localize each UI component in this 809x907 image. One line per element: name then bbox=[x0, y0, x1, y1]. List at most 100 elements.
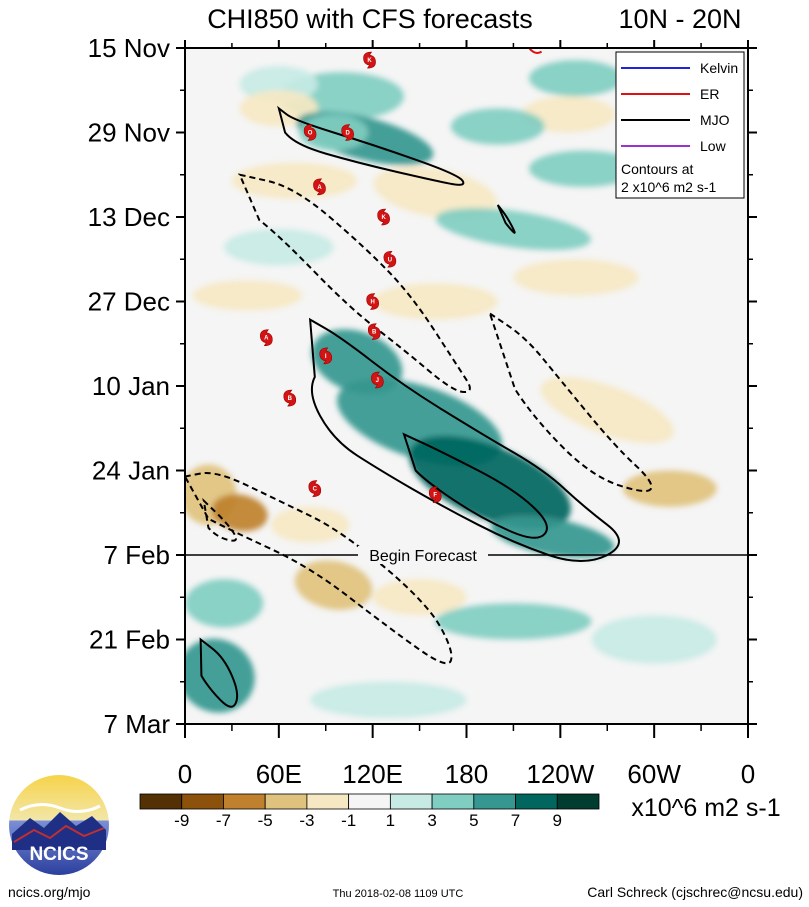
storm-core bbox=[369, 327, 379, 337]
anomaly-blob-14 bbox=[372, 283, 498, 320]
y-tick-label: 24 Jan bbox=[92, 456, 170, 486]
footer-site: ncics.org/mjo bbox=[8, 884, 91, 900]
storm-label: A bbox=[264, 336, 269, 342]
x-tick-label: 120W bbox=[526, 759, 594, 789]
colorbar-swatch-3 bbox=[264, 793, 308, 810]
colorbar-label: -9 bbox=[174, 811, 189, 830]
legend-label-kelvin: Kelvin bbox=[700, 60, 738, 76]
legend-label-mjo: MJO bbox=[700, 112, 730, 128]
storm-label: D bbox=[345, 131, 350, 137]
mjo-contour-dashed-6 bbox=[488, 311, 653, 493]
storm-marker-1: O bbox=[303, 124, 317, 141]
anomaly-blob-25 bbox=[294, 560, 373, 610]
y-tick-label: 15 Nov bbox=[88, 33, 170, 63]
colorbar: -9 -7 -5 -3 -1 1 3 5 7 9 bbox=[139, 793, 600, 830]
colorbar-label: -3 bbox=[299, 811, 314, 830]
legend-items: Kelvin ER MJO Low bbox=[621, 60, 738, 154]
anomaly-blob-30 bbox=[591, 615, 717, 664]
anomaly-blob-11 bbox=[224, 229, 334, 266]
storm-marker-4: K bbox=[377, 208, 390, 226]
y-tick-label: 7 Mar bbox=[104, 709, 171, 739]
y-tick-label: 29 Nov bbox=[88, 118, 170, 148]
begin-forecast-label: Begin Forecast bbox=[369, 548, 477, 565]
storm-core bbox=[261, 333, 271, 343]
colorbar-label: -5 bbox=[258, 811, 273, 830]
colorbar-label: 1 bbox=[386, 811, 395, 830]
anomaly-blob-15 bbox=[513, 259, 639, 296]
x-tick-label: 60E bbox=[256, 759, 302, 789]
colorbar-swatch-4 bbox=[306, 793, 350, 810]
ncics-logo: NCICS bbox=[9, 775, 109, 875]
x-tick-label: 0 bbox=[178, 759, 192, 789]
y-tick-label: 27 Dec bbox=[88, 287, 170, 317]
colorbar-swatch-2 bbox=[223, 793, 266, 810]
storm-label: K bbox=[381, 215, 386, 221]
legend-note-line1: Contours at bbox=[621, 161, 693, 177]
storm-marker-10: J bbox=[371, 371, 384, 389]
storm-marker-6: H bbox=[366, 293, 379, 310]
logo-cloud-icon bbox=[19, 803, 101, 813]
legend-note-line2: 2 x10^6 m2 s-1 bbox=[621, 179, 716, 195]
mjo-contours bbox=[185, 105, 653, 708]
storm-core bbox=[285, 393, 295, 403]
anomaly-blob-26 bbox=[372, 579, 467, 616]
colorbar-label: 7 bbox=[511, 811, 520, 830]
legend-label-low: Low bbox=[700, 138, 727, 154]
storm-marker-5: U bbox=[383, 250, 397, 268]
anomaly-blob-2 bbox=[529, 60, 623, 97]
logo-text: NCICS bbox=[29, 844, 88, 865]
colorbar-label: -7 bbox=[216, 811, 231, 830]
colorbar-swatch-0 bbox=[139, 793, 183, 810]
mjo-contour-dashed-8 bbox=[202, 497, 237, 542]
footer-timestamp: Thu 2018-02-08 1109 UTC bbox=[333, 888, 464, 900]
latitude-band-label: 10N - 20N bbox=[618, 4, 741, 34]
y-tick-label: 10 Jan bbox=[92, 371, 170, 401]
x-tick-label: 120E bbox=[342, 759, 403, 789]
colorbar-swatch-1 bbox=[181, 793, 224, 810]
mjo-contour-dashed-5 bbox=[238, 173, 471, 394]
anomaly-blob-31 bbox=[310, 681, 467, 718]
x-tick-label: 60W bbox=[627, 759, 681, 789]
storm-core bbox=[372, 375, 382, 385]
storm-core bbox=[385, 254, 395, 264]
mjo-contour-solid-0 bbox=[277, 105, 465, 186]
colorbar-label: 5 bbox=[469, 811, 478, 830]
anomaly-blob-20 bbox=[540, 377, 674, 444]
storm-core bbox=[368, 297, 378, 306]
storm-core bbox=[343, 128, 353, 137]
storm-core bbox=[305, 128, 315, 137]
mjo-contour-solid-1 bbox=[496, 204, 516, 234]
storm-marker-0: K bbox=[363, 51, 376, 69]
storm-marker-3: A bbox=[313, 178, 326, 196]
anomaly-blob-24 bbox=[271, 506, 350, 543]
anomaly-blob-21 bbox=[622, 470, 717, 507]
storm-marker-11: B bbox=[283, 389, 297, 407]
anomaly-blob-7 bbox=[450, 108, 545, 145]
anomaly-blob-9 bbox=[231, 162, 358, 199]
storm-label: O bbox=[308, 131, 313, 137]
storm-label: I bbox=[325, 354, 327, 360]
legend-label-er: ER bbox=[700, 86, 719, 102]
colorbar-label: 3 bbox=[427, 811, 436, 830]
colorbar-swatch-9 bbox=[515, 793, 558, 810]
y-tick-label: 7 Feb bbox=[104, 540, 171, 570]
storm-label: A bbox=[317, 185, 322, 191]
x-tick-label: 180 bbox=[445, 759, 488, 789]
storm-label: F bbox=[433, 493, 437, 499]
y-axis: 15 Nov 29 Nov 13 Dec 27 Dec 10 Jan 24 Jan 7 Fe… bbox=[88, 33, 757, 739]
storm-label: K bbox=[367, 58, 372, 64]
mjo-contour-solid-4 bbox=[199, 637, 239, 708]
storm-marker-12: C bbox=[308, 480, 322, 497]
colorbar-swatch-6 bbox=[389, 793, 433, 810]
storm-marker-8: A bbox=[260, 329, 273, 347]
storm-core bbox=[314, 182, 324, 192]
storm-label: B bbox=[288, 396, 293, 402]
storm-marker-9: I bbox=[319, 347, 333, 365]
anomaly-blob-27 bbox=[185, 638, 255, 713]
er-contours bbox=[528, 48, 543, 54]
colorbar-swatch-5 bbox=[348, 793, 391, 810]
logo-red-ridge-icon bbox=[13, 824, 105, 843]
footer-author: Carl Schreck (cjschrec@ncsu.edu) bbox=[587, 884, 803, 900]
storm-core bbox=[379, 212, 389, 222]
